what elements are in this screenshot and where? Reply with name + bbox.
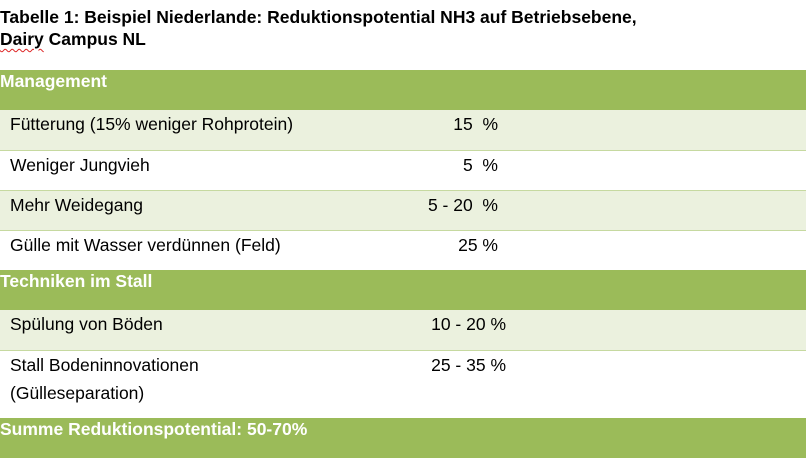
empty-cell [506, 229, 806, 270]
row-label-line-1: Stall Bodeninnovationen [10, 354, 199, 375]
empty-cell [506, 310, 806, 350]
row-label: Fütterung (15% weniger Rohprotein) [0, 110, 400, 150]
section-title: Techniken im Stall [0, 270, 806, 310]
table-row: Weniger Jungvieh 5 % [0, 149, 806, 190]
empty-cell [506, 349, 806, 418]
caption-line-2-rest: Campus NL [43, 29, 146, 49]
row-label-line-2: (Gülleseparation) [10, 382, 145, 403]
row-label: Weniger Jungvieh [0, 149, 400, 190]
empty-cell [506, 189, 806, 230]
empty-cell [506, 149, 806, 190]
row-label: Mehr Weidegang [0, 189, 400, 230]
section-header-techniques: Techniken im Stall [0, 270, 806, 310]
caption-line-1: Tabelle 1: Beispiel Niederlande: Redukti… [0, 7, 637, 27]
caption-line-2: Dairy Campus NL [0, 28, 800, 50]
empty-cell [506, 110, 806, 150]
caption-spellcheck-word: Dairy [0, 29, 44, 49]
table-row: Spülung von Böden 10 - 20 % [0, 310, 806, 350]
table-row: Stall Bodeninnovationen (Gülleseparation… [0, 349, 806, 418]
row-label: Gülle mit Wasser verdünnen (Feld) [0, 229, 400, 270]
table-row: Gülle mit Wasser verdünnen (Feld) 25 % [0, 229, 806, 270]
row-value: 15 % [400, 110, 506, 150]
row-value: 10 - 20 % [400, 310, 506, 350]
summary-text: Summe Reduktionspotential: 50-70% [0, 418, 806, 458]
table-row: Mehr Weidegang 5 - 20 % [0, 189, 806, 230]
row-value: 5 - 20 % [400, 189, 506, 230]
row-label: Spülung von Böden [0, 310, 400, 350]
row-value: 25 % [400, 229, 506, 270]
table-row: Fütterung (15% weniger Rohprotein) 15 % [0, 110, 806, 150]
table-caption: Tabelle 1: Beispiel Niederlande: Redukti… [0, 6, 800, 50]
section-header-management: Management [0, 70, 806, 110]
summary-row: Summe Reduktionspotential: 50-70% [0, 418, 806, 458]
reduction-table: Management Fütterung (15% weniger Rohpro… [0, 70, 806, 458]
section-title: Management [0, 70, 806, 110]
row-value: 25 - 35 % [400, 349, 506, 418]
row-value: 5 % [400, 149, 506, 190]
row-label: Stall Bodeninnovationen (Gülleseparation… [0, 349, 400, 418]
